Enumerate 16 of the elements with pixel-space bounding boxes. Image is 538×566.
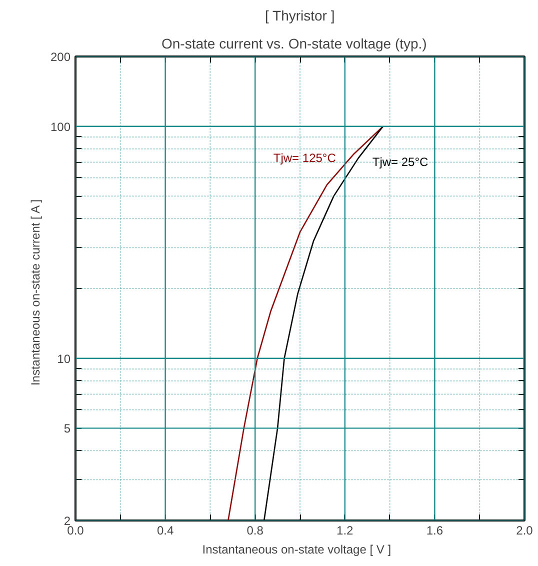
x-tick-label: 2.0	[516, 524, 534, 538]
chart-title: [ Thyristor ]	[264, 8, 335, 24]
y-tick-label: 10	[57, 352, 71, 366]
x-tick-label: 1.2	[336, 524, 354, 538]
y-axis-title: Instantaneous on-state current [ A ]	[28, 199, 42, 386]
x-tick-label: 0.0	[67, 524, 84, 538]
series-label: Tjw= 25°C	[372, 155, 429, 170]
x-tick-label: 0.4	[156, 524, 174, 538]
series-label: Tjw= 125°C	[273, 150, 336, 165]
chart-subtitle: On-state current vs. On-state voltage (typ.)	[162, 36, 427, 52]
x-axis-title: Instantaneous on-state voltage [ V ]	[202, 542, 392, 556]
x-tick-label: 0.8	[246, 524, 264, 538]
y-tick-label: 5	[64, 422, 71, 436]
y-tick-label: 100	[50, 120, 71, 134]
x-tick-label: 1.6	[426, 524, 444, 538]
y-tick-label: 200	[50, 50, 71, 64]
